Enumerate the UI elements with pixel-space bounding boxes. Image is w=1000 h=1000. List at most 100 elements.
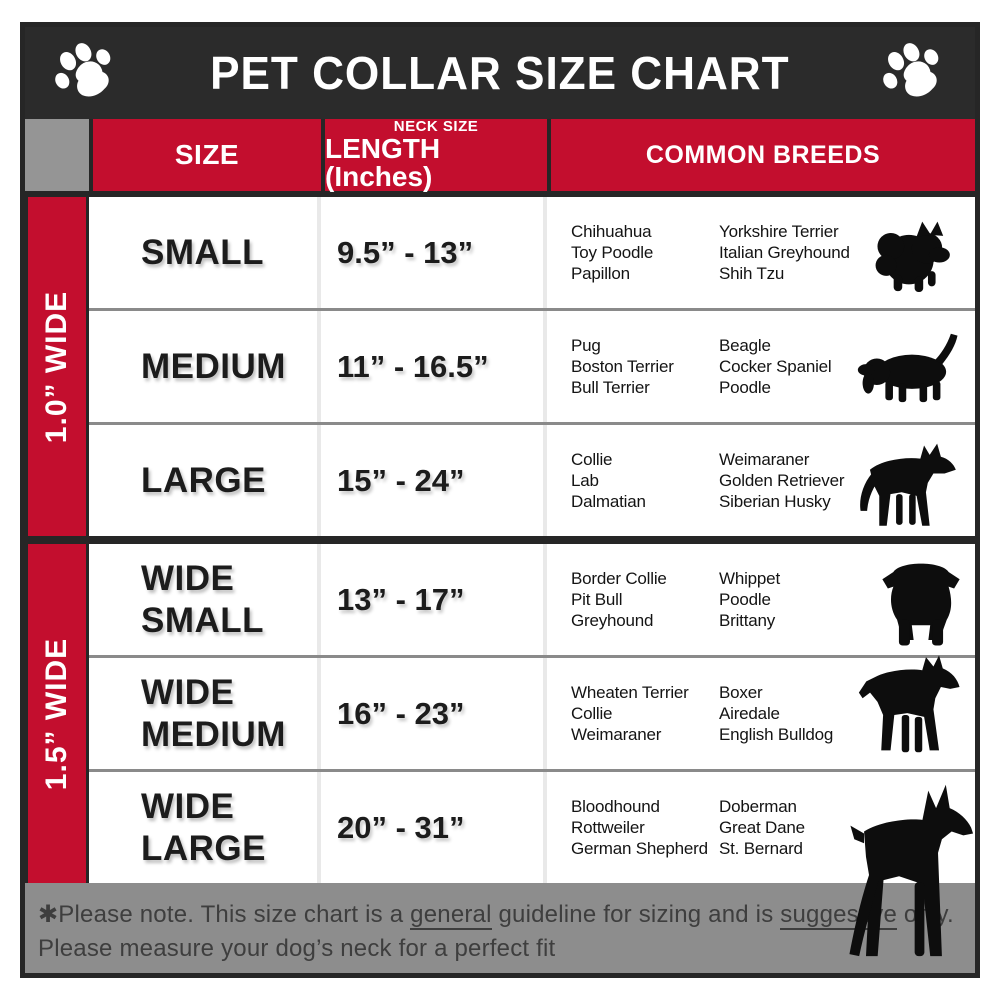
breed-name: Poodle bbox=[719, 590, 771, 609]
divider bbox=[543, 544, 547, 655]
breed-name: Wheaten Terrier bbox=[571, 683, 689, 702]
bulldog-silhouette-icon bbox=[875, 551, 967, 648]
divider bbox=[317, 425, 321, 536]
breed-name: German Shepherd bbox=[571, 839, 708, 858]
breed-name: Border Collie bbox=[571, 569, 667, 588]
breed-name: English Bulldog bbox=[719, 725, 834, 744]
breed-name: Collie bbox=[571, 450, 613, 469]
breed-name: Yorkshire Terrier bbox=[719, 222, 839, 241]
breed-list: Collie Lab Dalmatian bbox=[571, 449, 719, 512]
breed-name: Lab bbox=[571, 471, 599, 490]
size-cell: WIDE MEDIUM bbox=[89, 658, 317, 769]
breed-list: Doberman Great Dane St. Bernard bbox=[719, 796, 879, 859]
breed-list: Beagle Cocker Spaniel Poodle bbox=[719, 335, 879, 398]
breed-list: Yorkshire Terrier Italian Greyhound Shih… bbox=[719, 221, 879, 284]
size-label: MEDIUM bbox=[141, 346, 286, 386]
note-line2: Please measure your dog’s neck for a per… bbox=[38, 935, 556, 962]
column-header-row: SIZE NECK SIZE LENGTH (Inches) COMMON BR… bbox=[25, 119, 975, 197]
table-row-large: LARGE 15” - 24” Collie Lab Dalmatian bbox=[89, 425, 975, 536]
divider bbox=[543, 658, 547, 769]
neck-length-value: 15” - 24” bbox=[337, 462, 465, 498]
breed-list: Wheaten Terrier Collie Weimaraner bbox=[571, 682, 719, 745]
neck-length-cell: 11” - 16.5” bbox=[321, 311, 543, 422]
breed-list: Bloodhound Rottweiler German Shepherd bbox=[571, 796, 719, 859]
breed-name: St. Bernard bbox=[719, 839, 803, 858]
breed-name: Doberman bbox=[719, 797, 797, 816]
size-label: SMALL bbox=[141, 232, 265, 272]
breed-name: Dalmatian bbox=[571, 492, 646, 511]
size-cell: WIDE SMALL bbox=[89, 544, 317, 655]
width-group-1.5: 1.5” WIDE bbox=[28, 544, 86, 883]
breed-name: Boxer bbox=[719, 683, 763, 702]
divider bbox=[89, 655, 975, 658]
breeds-cell: Wheaten Terrier Collie Weimaraner Boxer … bbox=[547, 655, 975, 769]
breed-list: Whippet Poodle Brittany bbox=[719, 568, 879, 631]
collar-width-rail: 1.0” WIDE 1.5” WIDE bbox=[25, 197, 89, 883]
divider bbox=[25, 536, 89, 544]
doberman-silhouette-icon bbox=[829, 775, 975, 962]
breed-name: Rottweiler bbox=[571, 818, 645, 837]
divider bbox=[317, 311, 321, 422]
breed-name: Bloodhound bbox=[571, 797, 660, 816]
divider bbox=[317, 197, 321, 308]
breed-name: Italian Greyhound bbox=[719, 243, 850, 262]
breed-name: Poodle bbox=[719, 378, 771, 397]
table-row-small: SMALL 9.5” - 13” Chihuahua Toy Poodle P bbox=[89, 197, 975, 308]
width-group-1.0: 1.0” WIDE bbox=[28, 197, 86, 536]
neck-length-cell: 9.5” - 13” bbox=[321, 197, 543, 308]
table-row-wide-small: WIDE SMALL 13” - 17” Border Collie Pit B… bbox=[89, 544, 975, 655]
breeds-cell: Border Collie Pit Bull Greyhound Whippet… bbox=[547, 544, 975, 655]
divider bbox=[89, 422, 975, 425]
divider bbox=[317, 772, 321, 883]
breed-name: Greyhound bbox=[571, 611, 654, 630]
size-label: LARGE bbox=[141, 460, 266, 500]
breed-name: Airedale bbox=[719, 704, 780, 723]
table-row-wide-large: WIDE LARGE 20” - 31” Bloodhound Rottweil… bbox=[89, 772, 975, 957]
size-cell: MEDIUM bbox=[89, 311, 317, 422]
breed-name: Toy Poodle bbox=[571, 243, 654, 262]
note-text: ✱Please note. This size chart is a gener… bbox=[38, 901, 954, 962]
breed-name: Chihuahua bbox=[571, 222, 652, 241]
breed-name: Golden Retriever bbox=[719, 471, 845, 490]
size-cell: SMALL bbox=[89, 197, 317, 308]
divider bbox=[543, 311, 547, 422]
column-header-label: SIZE bbox=[174, 139, 240, 170]
size-cell: WIDE LARGE bbox=[89, 772, 317, 883]
neck-length-value: 11” - 16.5” bbox=[337, 348, 489, 384]
neck-length-cell: 15” - 24” bbox=[321, 425, 543, 536]
table-row-medium: MEDIUM 11” - 16.5” Pug Boston Terrier B bbox=[89, 311, 975, 422]
chart-frame: PET COLLAR SIZE CHART SIZE bbox=[20, 22, 980, 978]
breed-list: Pug Boston Terrier Bull Terrier bbox=[571, 335, 719, 398]
column-header-neck-length: NECK SIZE LENGTH (Inches) bbox=[325, 119, 547, 191]
breed-name: Papillon bbox=[571, 264, 630, 283]
breed-name: Siberian Husky bbox=[719, 492, 831, 511]
divider bbox=[317, 658, 321, 769]
neck-length-value: 13” - 17” bbox=[337, 581, 465, 617]
divider bbox=[89, 308, 975, 311]
divider bbox=[543, 197, 547, 308]
breed-name: Collie bbox=[571, 704, 613, 723]
corner-cell bbox=[25, 119, 89, 191]
breed-list: Weimaraner Golden Retriever Siberian Hus… bbox=[719, 449, 879, 512]
breeds-cell: Pug Boston Terrier Bull Terrier Beagle C… bbox=[547, 311, 975, 422]
breeds-cell: Bloodhound Rottweiler German Shepherd Do… bbox=[547, 772, 975, 957]
pomeranian-silhouette-icon bbox=[867, 212, 967, 294]
table-rows: SMALL 9.5” - 13” Chihuahua Toy Poodle P bbox=[89, 197, 975, 957]
size-label: WIDE SMALL bbox=[141, 558, 265, 640]
breed-name: Shih Tzu bbox=[719, 264, 785, 283]
column-header-size: SIZE bbox=[93, 119, 321, 191]
note-line1: ✱Please note. This size chart is a bbox=[38, 901, 411, 928]
size-cell: LARGE bbox=[89, 425, 317, 536]
breeds-cell: Chihuahua Toy Poodle Papillon Yorkshire … bbox=[547, 197, 975, 308]
breeds-cell: Collie Lab Dalmatian Weimaraner Golden R… bbox=[547, 425, 975, 536]
neck-length-value: 9.5” - 13” bbox=[337, 234, 474, 270]
breed-name: Pug bbox=[571, 336, 601, 355]
table-row-wide-medium: WIDE MEDIUM 16” - 23” Wheaten Terrier Co… bbox=[89, 655, 975, 769]
breed-name: Beagle bbox=[719, 336, 771, 355]
german-shepherd-silhouette-icon bbox=[855, 430, 967, 531]
size-label: WIDE MEDIUM bbox=[141, 672, 286, 754]
breed-name: Brittany bbox=[719, 611, 776, 630]
paw-icon bbox=[877, 39, 951, 107]
size-label: WIDE LARGE bbox=[141, 786, 266, 868]
